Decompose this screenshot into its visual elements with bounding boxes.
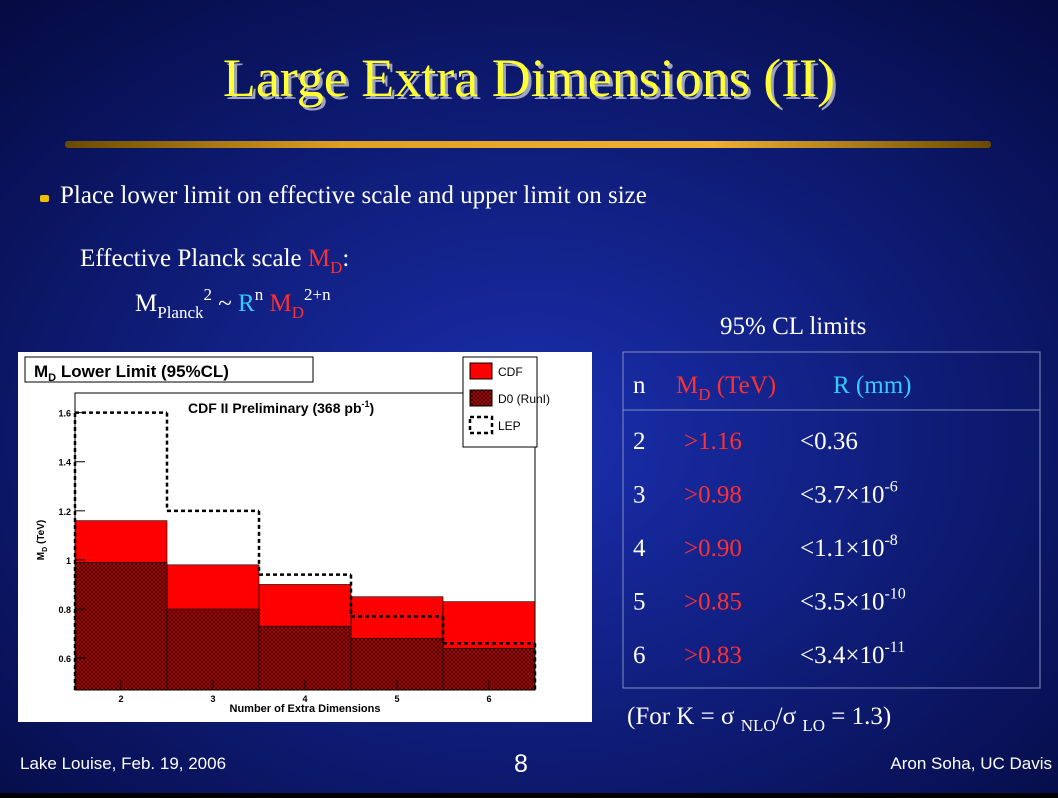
x-tick-label: 5 (394, 694, 399, 704)
note: (For K = σ NLO/σ LO = 1.3) (627, 703, 891, 735)
x-tick-label: 3 (210, 694, 215, 704)
cell-n: 6 (633, 642, 646, 669)
chart: MD Lower Limit (95%CL) CDF II Preliminar… (18, 352, 592, 722)
t: R (238, 290, 255, 317)
bullet: Place lower limit on effective scale and… (60, 182, 647, 209)
table-frame (622, 351, 1041, 689)
y-tick-label: 1.2 (58, 507, 71, 517)
x-tick-label: 4 (302, 694, 307, 704)
t: : (342, 245, 349, 272)
x-tick-label: 2 (118, 694, 123, 704)
annotation: CDF II Preliminary (368 pb-1) (188, 399, 374, 416)
divider (65, 141, 991, 148)
t: M (263, 290, 291, 317)
t: -1 (362, 399, 370, 409)
y-tick-label: 0.6 (58, 654, 71, 664)
t: CDF II Preliminary (368 pb (188, 400, 362, 416)
table-row: 2 >1.16 <0.36 (633, 428, 858, 455)
cell-md: >0.83 (684, 642, 742, 669)
cell-r: <3.7×10 (800, 482, 884, 509)
y-tick-label: 1 (66, 556, 71, 566)
cell-exp: -8 (884, 532, 897, 549)
t: ) (370, 400, 375, 416)
chart-title: MD Lower Limit (95%CL) (34, 362, 229, 384)
y-tick-label: 1.6 (58, 409, 71, 419)
t: (TeV) (711, 372, 777, 399)
t: M (36, 552, 47, 560)
cell-n: 2 (633, 428, 646, 455)
bullet-mark (40, 195, 49, 202)
legend-label: LEP (498, 419, 521, 433)
legend-swatch (469, 389, 493, 407)
cell-exp: -11 (884, 639, 905, 656)
bar (74, 562, 168, 691)
t: (TeV) (36, 520, 47, 547)
title: Large Extra Dimensions (II) (223, 48, 835, 108)
y-label: MD (TeV) (36, 520, 49, 560)
cell-r: <0.36 (800, 428, 858, 455)
table-row: 5 >0.85 <3.5×10-10 (633, 586, 906, 616)
t: Planck (157, 303, 204, 322)
formula: MPlanck2 ~ Rn MD2+n (135, 285, 331, 322)
cell-md: >0.90 (684, 535, 742, 562)
chart-title-box (24, 356, 314, 383)
t: Effective Planck scale (80, 245, 308, 272)
legend-swatch (469, 362, 493, 380)
legend-label: D0 (RunI) (498, 392, 550, 406)
t: 2+n (304, 285, 331, 304)
t: = 1.3) (825, 703, 891, 730)
bar (166, 608, 260, 691)
t: D (292, 303, 304, 322)
cell-md: >1.16 (684, 428, 742, 455)
t: ~ (212, 290, 238, 317)
t: D (330, 258, 342, 277)
table-row: 3 >0.98 <3.7×10-6 (633, 479, 898, 509)
t: LO (802, 716, 825, 735)
limits-title: 95% CL limits (720, 313, 866, 340)
t: M (676, 372, 698, 399)
cell-n: 4 (633, 535, 646, 562)
t: (For K = σ (627, 703, 741, 730)
title-shadow: Large Extra Dimensions (II) (226, 51, 838, 111)
cell-n: 5 (633, 589, 646, 616)
cell-n: 3 (633, 482, 646, 509)
t: R (mm) (833, 372, 911, 399)
footer-left: Lake Louise, Feb. 19, 2006 (20, 754, 226, 773)
t: n (633, 372, 646, 399)
t: /σ (776, 703, 803, 730)
t: D (48, 372, 56, 384)
t: D (42, 547, 49, 552)
cell-r: <3.5×10 (800, 589, 884, 616)
planck-label: Effective Planck scale MD: (80, 245, 349, 277)
t: M (135, 290, 157, 317)
page-number: 8 (514, 750, 528, 778)
t: n (255, 285, 264, 304)
t: D (698, 385, 710, 404)
y-tick-label: 1.4 (58, 458, 71, 468)
table-row: 6 >0.83 <3.4×10-11 (633, 639, 905, 669)
legend-label: CDF (498, 365, 523, 379)
cell-exp: -10 (884, 586, 905, 603)
t: M (34, 362, 48, 381)
x-label: Number of Extra Dimensions (230, 703, 381, 715)
footer-right: Aron Soha, UC Davis (890, 754, 1052, 773)
t: Lower Limit (95%CL) (56, 362, 229, 381)
table-row: 4 >0.90 <1.1×10-8 (633, 532, 898, 562)
table-header: n MD (TeV) R (mm) (633, 372, 911, 404)
t: 2 (204, 285, 213, 304)
legend-swatch (468, 415, 494, 435)
y-tick-label: 0.8 (58, 605, 71, 615)
x-tick-label: 6 (486, 694, 491, 704)
t: NLO (741, 716, 776, 735)
t: M (308, 245, 330, 272)
cell-r: <3.4×10 (800, 642, 884, 669)
cell-r: <1.1×10 (800, 535, 884, 562)
cell-md: >0.98 (684, 482, 742, 509)
cell-md: >0.85 (684, 589, 742, 616)
cell-exp: -6 (884, 479, 897, 496)
